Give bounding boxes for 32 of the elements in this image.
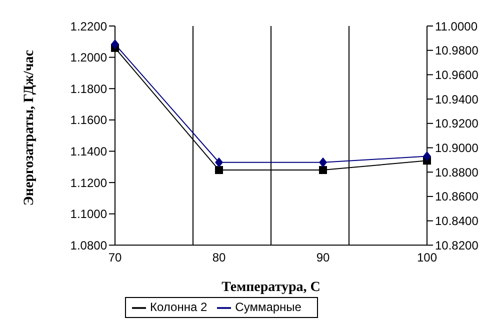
y-tick-label: 1.1600 — [70, 113, 108, 128]
x-axis-title: Температура, С — [222, 280, 320, 296]
y2-tick-label: 11.0000 — [435, 19, 478, 34]
x-tick-label: 90 — [316, 250, 330, 265]
x-tick-label: 70 — [108, 250, 122, 265]
y2-tick-label: 10.8800 — [435, 165, 479, 180]
y-tick-label: 1.1400 — [70, 144, 108, 158]
point — [215, 157, 223, 168]
y2-tick-label: 10.9200 — [435, 116, 479, 131]
point — [215, 166, 223, 174]
y2-tick-label: 10.9400 — [435, 92, 479, 106]
point — [319, 166, 327, 174]
y-tick-label: 1.1200 — [70, 176, 108, 190]
y2-tick-label: 10.8600 — [435, 190, 479, 204]
point — [423, 151, 431, 162]
y-axis-title: Энергозатраты, ГДж/час — [22, 50, 37, 206]
y-tick-label: 1.0800 — [70, 238, 108, 252]
legend-label: Суммарные — [235, 300, 302, 314]
point — [319, 157, 327, 168]
y2-tick-label: 10.9800 — [435, 44, 479, 58]
y-tick-label: 1.1000 — [70, 207, 108, 222]
x-tick-label: 80 — [212, 250, 226, 265]
y2-tick-label: 10.8200 — [435, 238, 479, 252]
point — [111, 39, 119, 50]
y2-tick-label: 10.8400 — [435, 214, 479, 228]
y-tick-label: 1.2000 — [70, 50, 108, 65]
x-tick-label: 100 — [416, 250, 438, 265]
y2-tick-label: 10.9000 — [435, 141, 479, 156]
legend-label: Колонна 2 — [150, 300, 208, 314]
y-tick-label: 1.1800 — [70, 82, 108, 96]
y-tick-label: 1.2200 — [70, 19, 108, 34]
y2-tick-label: 10.9600 — [435, 68, 479, 82]
